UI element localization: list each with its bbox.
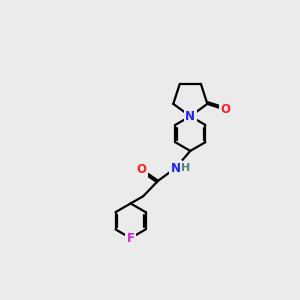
Text: F: F (127, 232, 135, 244)
Text: O: O (136, 163, 147, 176)
Text: O: O (220, 103, 230, 116)
Text: N: N (170, 162, 180, 175)
Text: N: N (185, 110, 195, 123)
Text: H: H (181, 163, 190, 172)
